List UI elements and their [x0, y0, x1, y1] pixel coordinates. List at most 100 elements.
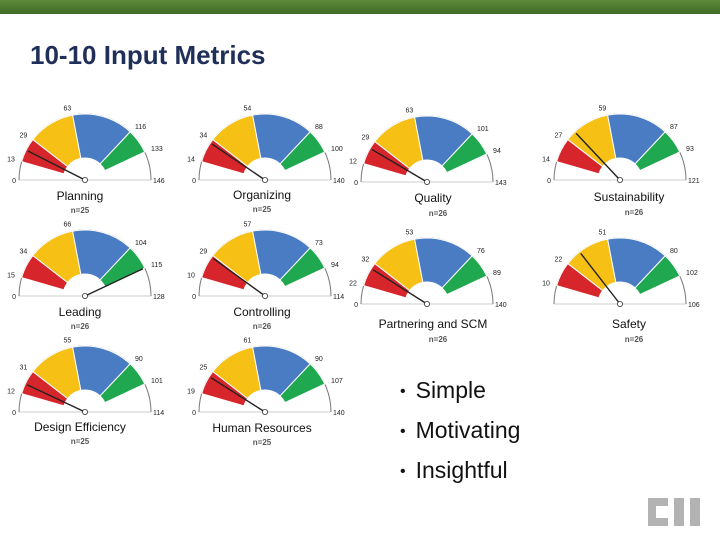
gauge-max-label: 128: [153, 294, 165, 301]
gauge-tick-label: 115: [151, 262, 162, 269]
gauge-tick-label: 133: [151, 146, 163, 153]
gauge-quality: 0 143 12 29 63 101 94: [349, 107, 507, 188]
gauge-n-planning: n=25: [70, 206, 90, 215]
gauge-label-design: Design Efficiency: [34, 420, 126, 434]
gauge-tick-label: 104: [135, 240, 147, 247]
gauge-tick-label: 51: [599, 229, 607, 236]
gauge-band-green: [279, 131, 326, 172]
gauge-tick-label: 87: [670, 124, 678, 131]
gauge-min-label: 0: [192, 178, 196, 185]
gauge-needle: [371, 148, 428, 183]
bullet-item: • Simple: [400, 372, 520, 412]
gauge-n-leading: n=26: [70, 322, 90, 331]
gauge-max-label: 114: [153, 410, 164, 417]
cii-logo: [644, 494, 708, 535]
gauge-tick-label: 59: [599, 105, 607, 112]
gauge-label-hr: Human Resources: [212, 421, 312, 435]
gauge-tick-label: 22: [555, 256, 563, 263]
gauge-label-quality: Quality: [414, 191, 452, 205]
gauge-dial: 0 114 10 29 57 73 94: [187, 221, 344, 301]
gauge-n-safety: n=26: [624, 335, 644, 344]
gauge-band-green: [279, 363, 326, 404]
gauge-tick-label: 54: [244, 105, 252, 112]
gauge-dial: 106 10 22 51 80 102: [542, 229, 700, 309]
gauge-max-label: 140: [495, 302, 507, 309]
gauge-tick-label: 94: [493, 148, 501, 155]
gauge-band-green: [99, 131, 146, 172]
gauge-n-quality: n=26: [428, 209, 448, 218]
gauge-band-green: [634, 255, 681, 296]
gauge-tick-label: 63: [64, 105, 72, 112]
gauge-band-green: [634, 131, 681, 172]
gauge-tick-label: 90: [135, 356, 143, 363]
gauge-tick-label: 15: [7, 273, 15, 280]
gauge-needle: [580, 253, 621, 305]
gauge-max-label: 146: [153, 178, 165, 185]
gauge-dial: 0 140 22 32 53 76 89: [349, 229, 507, 309]
gauge-needle: [26, 384, 86, 413]
gauge-tick-label: 66: [64, 221, 72, 228]
gauge-tick-label: 90: [315, 356, 323, 363]
gauge-band-green: [279, 247, 326, 288]
gauge-n-design: n=25: [70, 437, 90, 446]
gauge-tick-label: 89: [493, 270, 501, 277]
gauge-hub-icon: [424, 301, 431, 308]
gauge-safety: 106 10 22 51 80 102: [542, 229, 700, 310]
gauge-tick-label: 100: [331, 146, 343, 153]
gauge-tick-label: 116: [135, 124, 146, 131]
gauge-band-green: [99, 363, 146, 404]
gauge-organizing: 0 140 14 34 54 88 100: [187, 105, 345, 186]
bullet-dot-icon: •: [400, 382, 406, 400]
gauge-tick-label: 101: [477, 126, 489, 133]
gauge-tick-label: 12: [7, 389, 15, 396]
gauge-hub-icon: [262, 409, 269, 416]
gauge-hub-icon: [617, 177, 624, 184]
gauge-tick-label: 94: [331, 262, 339, 269]
gauge-tick-label: 93: [686, 146, 694, 153]
gauge-label-partnering: Partnering and SCM: [378, 317, 488, 331]
gauge-tick-label: 101: [151, 378, 163, 385]
gauge-max-label: 140: [333, 178, 345, 185]
gauge-design: 0 114 12 31 55 90 101: [7, 337, 164, 418]
gauge-min-label: 0: [12, 178, 16, 185]
gauge-label-safety: Safety: [611, 317, 647, 331]
gauge-min-label: 0: [12, 294, 16, 301]
gauge-needle: [372, 269, 428, 305]
gauge-tick-label: 13: [7, 157, 15, 164]
bullet-text: Motivating: [415, 417, 521, 443]
gauge-band-green: [441, 255, 488, 296]
gauge-sustainability: 0 121 14 27 59 87 93: [542, 105, 700, 186]
gauge-dial: 0 114 12 31 55 90 101: [7, 337, 164, 417]
gauge-tick-label: 53: [406, 229, 414, 236]
gauge-tick-label: 55: [64, 337, 72, 344]
gauge-controlling: 0 114 10 29 57 73 94: [187, 221, 344, 302]
gauge-planning: 0 146 13 29 63 116 133: [7, 105, 165, 186]
gauge-max-label: 143: [495, 180, 507, 187]
gauge-dial: 0 140 19 25 61 90 107: [187, 337, 345, 417]
gauge-label-leading: Leading: [58, 305, 102, 319]
gauge-tick-label: 12: [349, 159, 357, 166]
gauge-tick-label: 29: [20, 132, 28, 139]
gauge-leading: 0 128 15 34 66 104 115: [7, 221, 165, 302]
gauge-min-label: 0: [547, 178, 551, 185]
gauge-needle: [27, 150, 86, 181]
gauge-dial: 0 128 15 34 66 104 115: [7, 221, 165, 301]
gauge-needle: [211, 143, 266, 181]
gauge-dial: 0 140 14 34 54 88 100: [187, 105, 345, 185]
gauge-min-label: 0: [354, 302, 358, 309]
gauge-max-label: 121: [688, 178, 700, 185]
gauge-tick-label: 29: [200, 248, 208, 255]
gauge-tick-label: 61: [244, 337, 252, 344]
gauge-tick-label: 88: [315, 124, 323, 131]
bullet-text: Simple: [415, 377, 486, 403]
gauge-n-sustainability: n=26: [624, 208, 644, 217]
bullet-dot-icon: •: [400, 422, 406, 440]
gauge-n-hr: n=25: [252, 438, 272, 447]
gauge-partnering: 0 140 22 32 53 76 89: [349, 229, 507, 310]
gauge-max-label: 140: [333, 410, 345, 417]
bullet-dot-icon: •: [400, 462, 406, 480]
gauge-hr: 0 140 19 25 61 90 107: [187, 337, 345, 418]
gauge-tick-label: 10: [542, 281, 550, 288]
gauge-tick-label: 31: [20, 364, 28, 371]
bullet-item: • Motivating: [400, 412, 520, 452]
